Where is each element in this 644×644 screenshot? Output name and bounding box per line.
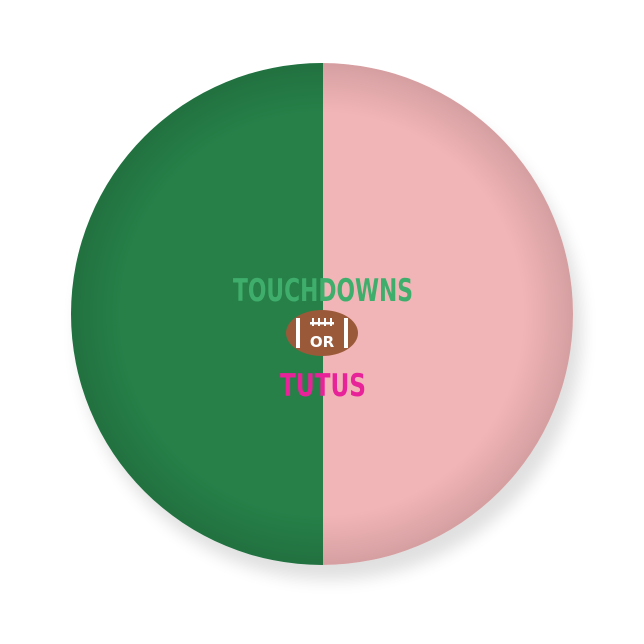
headline-tutus: TUTUS <box>280 368 366 404</box>
football-icon <box>286 310 358 356</box>
headline-touchdowns: TOUCHDOWNS <box>233 273 413 309</box>
connector-or: OR <box>310 333 335 351</box>
